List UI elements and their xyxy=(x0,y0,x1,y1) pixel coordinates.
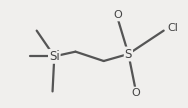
Text: O: O xyxy=(113,10,122,20)
Text: O: O xyxy=(131,88,140,98)
Text: Si: Si xyxy=(49,50,60,63)
Text: Cl: Cl xyxy=(167,23,178,33)
Text: S: S xyxy=(125,48,132,60)
